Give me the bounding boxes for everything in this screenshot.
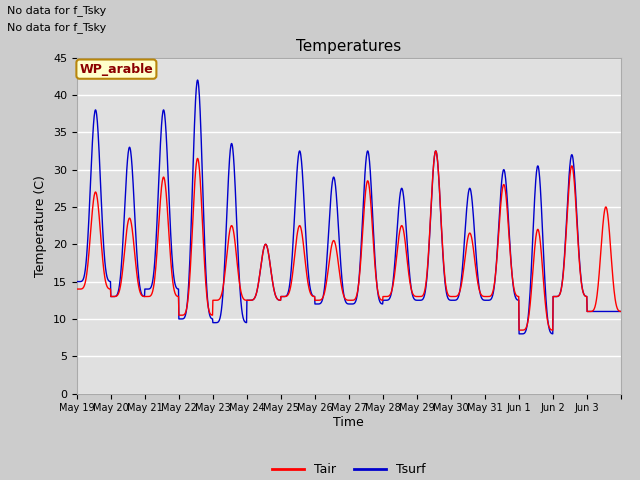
Legend: Tair, Tsurf: Tair, Tsurf (268, 458, 430, 480)
Text: No data for f_Tsky: No data for f_Tsky (7, 22, 107, 33)
Text: No data for f_Tsky: No data for f_Tsky (7, 5, 107, 16)
Title: Temperatures: Temperatures (296, 39, 401, 54)
X-axis label: Time: Time (333, 416, 364, 429)
Text: WP_arable: WP_arable (79, 63, 153, 76)
Y-axis label: Temperature (C): Temperature (C) (35, 175, 47, 276)
